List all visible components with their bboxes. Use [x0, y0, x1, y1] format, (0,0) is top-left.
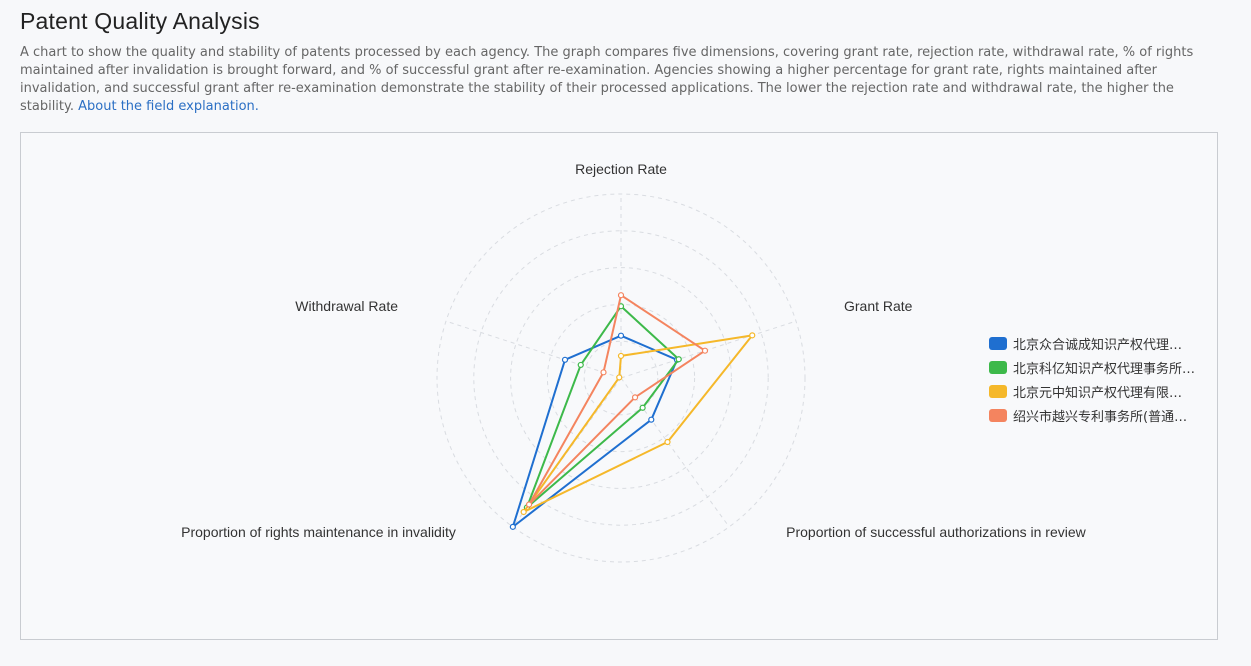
axis-label: Rejection Rate — [575, 161, 667, 177]
legend-swatch — [989, 409, 1007, 422]
series-line — [529, 295, 705, 504]
data-point — [521, 509, 526, 514]
chart-legend: 北京众合诚成知识产权代理… 北京科亿知识产权代理事务所… 北京元中知识产权代理有限…… — [989, 331, 1209, 427]
legend-swatch — [989, 361, 1007, 374]
data-point — [619, 333, 624, 338]
data-point — [640, 405, 645, 410]
legend-item[interactable]: 绍兴市越兴专利事务所(普通… — [989, 403, 1209, 427]
data-point — [619, 353, 624, 358]
axis-label: Grant Rate — [844, 298, 913, 314]
data-point — [510, 524, 515, 529]
axis-label: Proportion of successful authorizations … — [786, 524, 1086, 540]
data-point — [750, 333, 755, 338]
legend-label: 北京元中知识产权代理有限… — [1013, 382, 1182, 401]
data-point — [578, 362, 583, 367]
radar-spoke — [621, 378, 729, 527]
legend-item[interactable]: 北京元中知识产权代理有限… — [989, 379, 1209, 403]
legend-label: 北京众合诚成知识产权代理… — [1013, 334, 1182, 353]
legend-item[interactable]: 北京众合诚成知识产权代理… — [989, 331, 1209, 355]
radar-spoke — [446, 321, 621, 378]
data-point — [702, 348, 707, 353]
data-point — [676, 357, 681, 362]
radar-chart-panel: Rejection Rate Grant Rate Proportion of su… — [20, 132, 1218, 640]
data-point — [665, 440, 670, 445]
data-point — [633, 395, 638, 400]
axis-label: Proportion of rights maintenance in inva… — [181, 524, 456, 540]
data-point — [619, 293, 624, 298]
legend-swatch — [989, 337, 1007, 350]
data-point — [649, 417, 654, 422]
data-point — [527, 502, 532, 507]
data-point — [617, 375, 622, 380]
page-title: Patent Quality Analysis — [20, 8, 260, 35]
data-point — [563, 357, 568, 362]
field-explanation-link[interactable]: About the field explanation. — [78, 99, 259, 114]
page-description: A chart to show the quality and stabilit… — [20, 44, 1200, 116]
legend-swatch — [989, 385, 1007, 398]
legend-item[interactable]: 北京科亿知识产权代理事务所… — [989, 355, 1209, 379]
axis-label: Withdrawal Rate — [295, 298, 398, 314]
legend-label: 绍兴市越兴专利事务所(普通… — [1013, 406, 1187, 425]
data-point — [601, 370, 606, 375]
legend-label: 北京科亿知识产权代理事务所… — [1013, 358, 1195, 377]
